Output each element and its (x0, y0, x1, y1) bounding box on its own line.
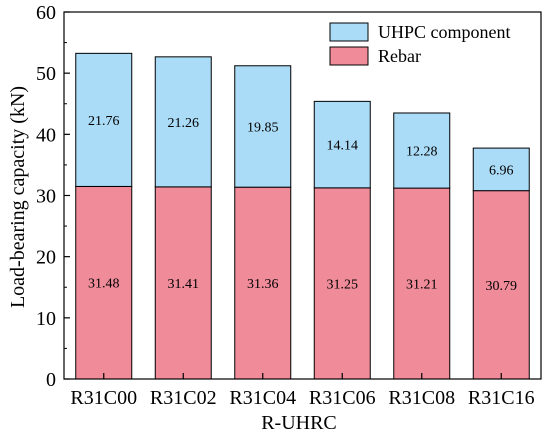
bar-R31C00-rebar (75, 185, 133, 380)
x-axis-title: R-UHRC (261, 412, 337, 434)
bar-R31C16-rebar (472, 190, 530, 380)
data-label-R31C04-rebar: 31.36 (247, 277, 279, 292)
data-label-R31C08-uhpc: 12.28 (406, 145, 438, 160)
x-tick-label-R31C16: R31C16 (468, 387, 535, 409)
bar-R31C06-uhpc (313, 100, 371, 189)
bar-R31C16-uhpc (472, 147, 530, 192)
y-tick-label: 10 (36, 308, 56, 330)
legend: UHPC component Rebar (329, 22, 511, 66)
bar-R31C02-uhpc (154, 56, 212, 188)
data-label-R31C06-uhpc: 14.14 (327, 139, 359, 154)
x-tick-label-R31C06: R31C06 (309, 387, 376, 409)
legend-label-uhpc: UHPC component (378, 22, 511, 42)
data-label-R31C06-rebar: 31.25 (327, 277, 359, 292)
x-tick-label-R31C04: R31C04 (229, 387, 296, 409)
axes-layer: 0 10 20 30 40 50 60 R31C00 R31C02 R31C04 R31C06 R31… (36, 2, 542, 409)
legend-swatch-uhpc (329, 22, 369, 42)
y-tick-label: 60 (36, 2, 56, 24)
data-labels-layer: 31.48 21.76 31.41 21.26 31.36 19.85 31.25 14.14… (88, 114, 517, 294)
y-tick-label: 30 (36, 186, 56, 208)
bar-R31C04-uhpc (234, 65, 292, 188)
y-tick-label: 0 (46, 369, 56, 391)
x-tick-label-R31C08: R31C08 (388, 387, 455, 409)
bars-layer (75, 52, 530, 380)
bar-R31C04-rebar (234, 186, 292, 380)
bar-R31C08-uhpc (393, 112, 451, 189)
data-label-R31C02-uhpc: 21.26 (168, 116, 200, 131)
data-label-R31C16-uhpc: 6.96 (489, 163, 514, 178)
legend-label-rebar: Rebar (378, 46, 421, 66)
y-axis-title: Load-bearing capacity (kN) (7, 86, 29, 308)
bar-R31C00-uhpc (75, 52, 133, 187)
y-tick-label: 40 (36, 124, 56, 146)
data-label-R31C00-uhpc: 21.76 (88, 114, 120, 129)
legend-swatch-rebar (329, 46, 369, 66)
data-label-R31C00-rebar: 31.48 (88, 277, 120, 292)
x-tick-label-R31C02: R31C02 (150, 387, 217, 409)
data-label-R31C02-rebar: 31.41 (168, 277, 200, 292)
x-tick-label-R31C00: R31C00 (70, 387, 137, 409)
data-label-R31C08-rebar: 31.21 (406, 278, 438, 293)
y-tick-label: 50 (36, 63, 56, 85)
y-tick-label: 20 (36, 247, 56, 269)
data-label-R31C16-rebar: 30.79 (486, 279, 518, 294)
plot-frame (63, 11, 542, 380)
data-label-R31C04-uhpc: 19.85 (247, 120, 279, 135)
